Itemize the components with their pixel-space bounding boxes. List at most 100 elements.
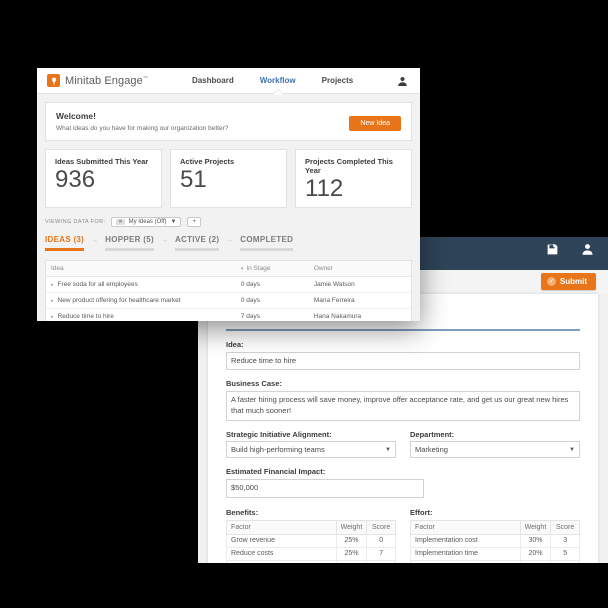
effort-score[interactable]: 5: [550, 546, 580, 561]
effort-score[interactable]: 1: [550, 559, 580, 563]
new-idea-button[interactable]: New Idea: [349, 116, 401, 131]
viewing-data-filter-chip[interactable]: ✕ My Ideas (Off) ▼: [111, 217, 182, 228]
tab-active[interactable]: ACTIVE (2): [174, 235, 220, 252]
benefit-factor: Increase capacity: [226, 559, 337, 563]
ideas-col-idea[interactable]: Idea: [46, 261, 236, 278]
effort-factor: Implementation cost: [410, 533, 521, 548]
lightbulb-icon: [47, 74, 60, 87]
dashboard-navbar: Minitab Engage™ Dashboard Workflow Proje…: [37, 68, 420, 94]
effort-factor: Implementation time: [410, 546, 521, 561]
tab-active-label: ACTIVE (2): [174, 235, 220, 245]
save-disk-icon[interactable]: [546, 243, 559, 256]
effort-table: Factor Weight Score Implementation cost …: [410, 519, 580, 563]
stat-card-ideas-submitted: Ideas Submitted This Year 936: [45, 149, 162, 209]
table-row[interactable]: ▸ Free soda for all employees 0 days Jami…: [46, 276, 411, 294]
idea-field-input[interactable]: Reduce time to hire: [226, 351, 580, 371]
add-filter-button[interactable]: +: [187, 217, 201, 228]
effort-col-weight: Weight: [519, 519, 552, 535]
tab-ideas[interactable]: IDEAS (3): [45, 235, 85, 252]
effort-table-wrap: Effort: Factor Weight Score Implementati…: [410, 508, 580, 563]
expand-row-icon[interactable]: ▸: [51, 314, 54, 321]
stage-arrow-icon: →: [226, 237, 234, 245]
nav-link-projects[interactable]: Projects: [321, 75, 354, 85]
benefit-score[interactable]: 0: [366, 533, 396, 548]
check-shield-icon: ✓: [546, 277, 556, 286]
user-icon[interactable]: [581, 243, 594, 256]
alignment-select-value: Build high-performing teams: [231, 445, 325, 455]
tab-hopper[interactable]: HOPPER (5): [105, 235, 154, 252]
stat-cards: Ideas Submitted This Year 936 Active Pro…: [45, 149, 412, 209]
benefit-weight: 25%: [335, 546, 368, 561]
form-sheet: Idea Evaluation Idea: Reduce time to hir…: [208, 294, 598, 563]
chevron-down-icon: ▼: [385, 446, 391, 453]
benefit-score[interactable]: 7: [366, 546, 396, 561]
tab-completed[interactable]: COMPLETED: [240, 235, 294, 252]
idea-title: ▸ Free soda for all employees: [46, 276, 236, 294]
submit-button[interactable]: ✓ Submit: [540, 273, 596, 290]
table-row[interactable]: ▸ New product offering for healthcare mar…: [46, 292, 411, 310]
idea-title: ▸ New product offering for healthcare mar…: [46, 292, 236, 310]
ideas-table: Idea ▾ In Stage Owner ▸ Free soda for all …: [46, 261, 411, 321]
alignment-group: Strategic Initiative Alignment: Build hi…: [226, 430, 396, 459]
ideas-col-in-stage[interactable]: ▾ In Stage: [235, 261, 309, 278]
financial-impact-group: Estimated Financial Impact: $50,000: [226, 467, 580, 498]
ideas-body: ▸ Free soda for all employees 0 days Jami…: [46, 276, 411, 321]
expand-row-icon[interactable]: ▸: [51, 298, 54, 305]
user-icon[interactable]: [397, 74, 408, 92]
table-row: Grow revenue 25% 0: [226, 533, 396, 548]
nav-link-dashboard[interactable]: Dashboard: [191, 75, 234, 85]
effort-header-row: Factor Weight Score: [410, 519, 580, 535]
department-group: Department: Marketing ▼: [410, 430, 580, 459]
stat-value: 936: [55, 166, 96, 193]
brand: Minitab Engage™: [47, 74, 148, 87]
stage-arrow-icon: →: [91, 237, 99, 245]
financial-impact-label: Estimated Financial Impact:: [226, 467, 326, 477]
expand-row-icon[interactable]: ▸: [51, 282, 54, 289]
benefit-score[interactable]: 9: [366, 559, 396, 563]
benefits-col-score: Score: [366, 519, 396, 535]
welcome-card: Welcome! What ideas do you have for maki…: [45, 102, 412, 141]
chevron-down-icon: ▼: [170, 219, 177, 226]
benefits-table-wrap: Benefits: Factor Weight Score Grow reven…: [226, 507, 396, 563]
benefits-col-factor: Factor: [226, 519, 337, 535]
financial-impact-input[interactable]: $50,000: [226, 478, 425, 498]
table-row: Technical dependencies 15% 1: [410, 559, 580, 563]
effort-col-score: Score: [550, 519, 580, 535]
close-icon[interactable]: ✕: [116, 219, 125, 226]
brand-name: Minitab Engage™: [65, 74, 148, 87]
stat-label: Ideas Submitted This Year: [55, 157, 149, 166]
idea-in-stage: 0 days: [235, 292, 309, 310]
chevron-down-icon: ▼: [569, 446, 575, 453]
viewing-data-chip-label: My Ideas (Off): [128, 219, 167, 226]
benefit-weight: 20%: [335, 559, 368, 563]
welcome-heading: Welcome!: [56, 111, 96, 121]
submit-button-label: Submit: [559, 277, 587, 286]
table-row[interactable]: ▸ Reduce time to hire 7 days Hana Nakamur…: [46, 308, 411, 321]
benefits-caption: Benefits:: [226, 507, 259, 517]
ideas-col-owner[interactable]: Owner: [308, 261, 411, 278]
benefits-table: Factor Weight Score Grow revenue 25% 0: [226, 519, 396, 563]
tab-hopper-label: HOPPER (5): [105, 235, 154, 245]
business-case-textarea[interactable]: A faster hiring process will save money,…: [226, 390, 580, 421]
sort-asc-icon: ▾: [240, 266, 244, 273]
tab-hopper-underline: [105, 248, 154, 252]
ideas-table-card: Idea ▾ In Stage Owner ▸ Free soda for all …: [45, 260, 412, 321]
department-select-value: Marketing: [415, 445, 448, 455]
benefits-col-weight: Weight: [335, 519, 368, 535]
welcome-subtext: What ideas do you have for making our or…: [56, 125, 229, 132]
table-row: Increase capacity 20% 9: [226, 559, 396, 563]
department-select[interactable]: Marketing ▼: [410, 441, 580, 459]
workflow-stage-tabs: IDEAS (3) → HOPPER (5) → ACTIVE (2) → CO…: [45, 235, 412, 252]
effort-score[interactable]: 3: [550, 533, 580, 548]
tab-ideas-label: IDEAS (3): [45, 235, 85, 245]
effort-weight: 15%: [519, 559, 552, 563]
benefit-weight: 25%: [335, 533, 368, 548]
stat-label: Active Projects: [180, 157, 235, 166]
benefits-header-row: Factor Weight Score: [226, 519, 396, 535]
business-case-group: Business Case: A faster hiring process w…: [226, 379, 580, 421]
alignment-select[interactable]: Build high-performing teams ▼: [226, 441, 396, 459]
idea-owner: Hana Nakamura: [308, 308, 411, 321]
benefits-body: Grow revenue 25% 0 Reduce costs 25% 7: [226, 533, 396, 563]
nav-link-workflow[interactable]: Workflow: [259, 75, 296, 85]
table-row: Reduce costs 25% 7: [226, 546, 396, 561]
